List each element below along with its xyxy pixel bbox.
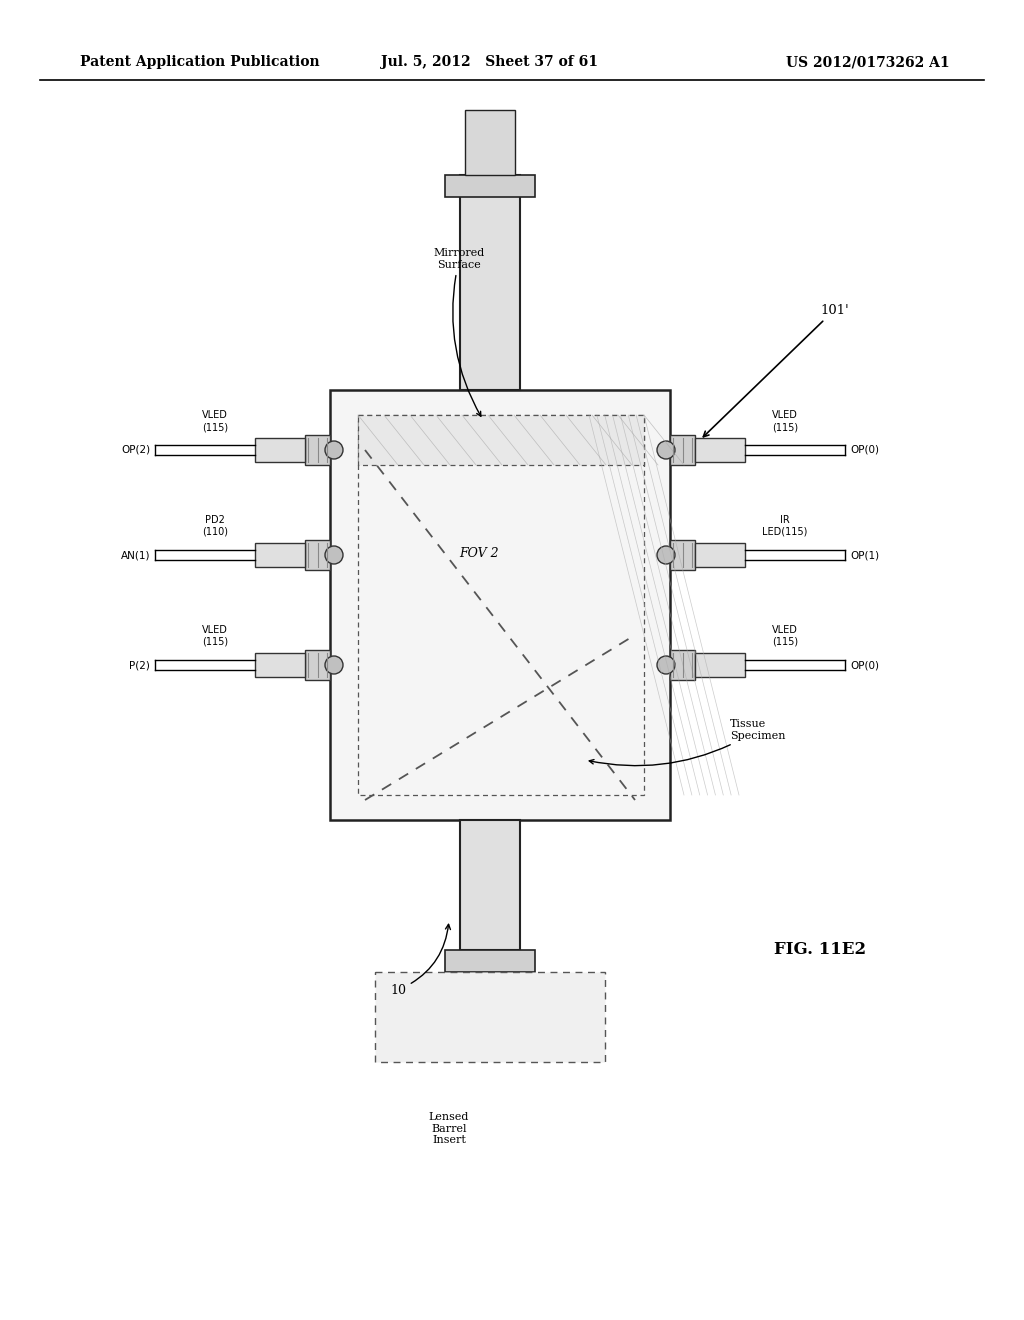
Text: AN(1): AN(1) bbox=[121, 550, 150, 560]
Bar bbox=[330, 389, 670, 820]
Bar bbox=[305, 649, 330, 680]
Bar bbox=[670, 649, 695, 680]
Bar bbox=[445, 950, 535, 972]
Bar bbox=[305, 436, 330, 465]
Text: IR
LED(115): IR LED(115) bbox=[762, 515, 808, 537]
Text: Jul. 5, 2012   Sheet 37 of 61: Jul. 5, 2012 Sheet 37 of 61 bbox=[382, 55, 598, 69]
Text: VLED
(115): VLED (115) bbox=[772, 626, 798, 647]
Bar bbox=[255, 543, 305, 568]
Circle shape bbox=[657, 441, 675, 459]
Circle shape bbox=[657, 656, 675, 675]
Bar bbox=[255, 653, 305, 677]
Circle shape bbox=[325, 546, 343, 564]
Bar bbox=[670, 436, 695, 465]
Text: US 2012/0173262 A1: US 2012/0173262 A1 bbox=[786, 55, 950, 69]
Text: 10: 10 bbox=[390, 924, 451, 997]
Text: OP(2): OP(2) bbox=[121, 445, 150, 455]
Bar bbox=[445, 176, 535, 197]
Circle shape bbox=[325, 441, 343, 459]
Text: VLED
(115): VLED (115) bbox=[772, 411, 798, 432]
Bar bbox=[695, 653, 745, 677]
Text: 101': 101' bbox=[703, 304, 849, 437]
Bar bbox=[255, 438, 305, 462]
Bar bbox=[375, 972, 605, 1063]
Circle shape bbox=[325, 656, 343, 675]
Text: Patent Application Publication: Patent Application Publication bbox=[80, 55, 319, 69]
Bar bbox=[465, 110, 515, 176]
Text: Lensed
Barrel
Insert: Lensed Barrel Insert bbox=[429, 1111, 469, 1146]
Text: Mirrored
Surface: Mirrored Surface bbox=[433, 248, 484, 416]
Bar bbox=[460, 820, 520, 950]
Bar bbox=[460, 176, 520, 389]
Text: VLED
(115): VLED (115) bbox=[202, 626, 228, 647]
Circle shape bbox=[657, 546, 675, 564]
Bar bbox=[358, 414, 644, 795]
Bar bbox=[695, 438, 745, 462]
Text: OP(1): OP(1) bbox=[850, 550, 880, 560]
Bar bbox=[358, 414, 644, 465]
Text: FOV 2: FOV 2 bbox=[459, 546, 499, 560]
Text: FIG. 11E2: FIG. 11E2 bbox=[774, 941, 866, 958]
Text: Tissue
Specimen: Tissue Specimen bbox=[589, 719, 785, 766]
Text: VLED
(115): VLED (115) bbox=[202, 411, 228, 432]
Text: P(2): P(2) bbox=[129, 660, 150, 671]
Text: OP(0): OP(0) bbox=[850, 445, 879, 455]
Text: OP(0): OP(0) bbox=[850, 660, 879, 671]
Bar bbox=[305, 540, 330, 570]
Bar bbox=[670, 540, 695, 570]
Bar bbox=[695, 543, 745, 568]
Text: PD2
(110): PD2 (110) bbox=[202, 515, 228, 537]
